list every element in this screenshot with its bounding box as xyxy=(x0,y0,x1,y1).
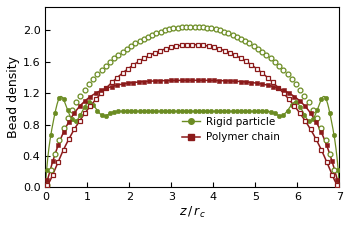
Legend: Rigid particle, Polymer chain: Rigid particle, Polymer chain xyxy=(177,113,284,146)
X-axis label: $z\,/\,r_c$: $z\,/\,r_c$ xyxy=(179,205,206,220)
Y-axis label: Bead density: Bead density xyxy=(7,56,20,138)
